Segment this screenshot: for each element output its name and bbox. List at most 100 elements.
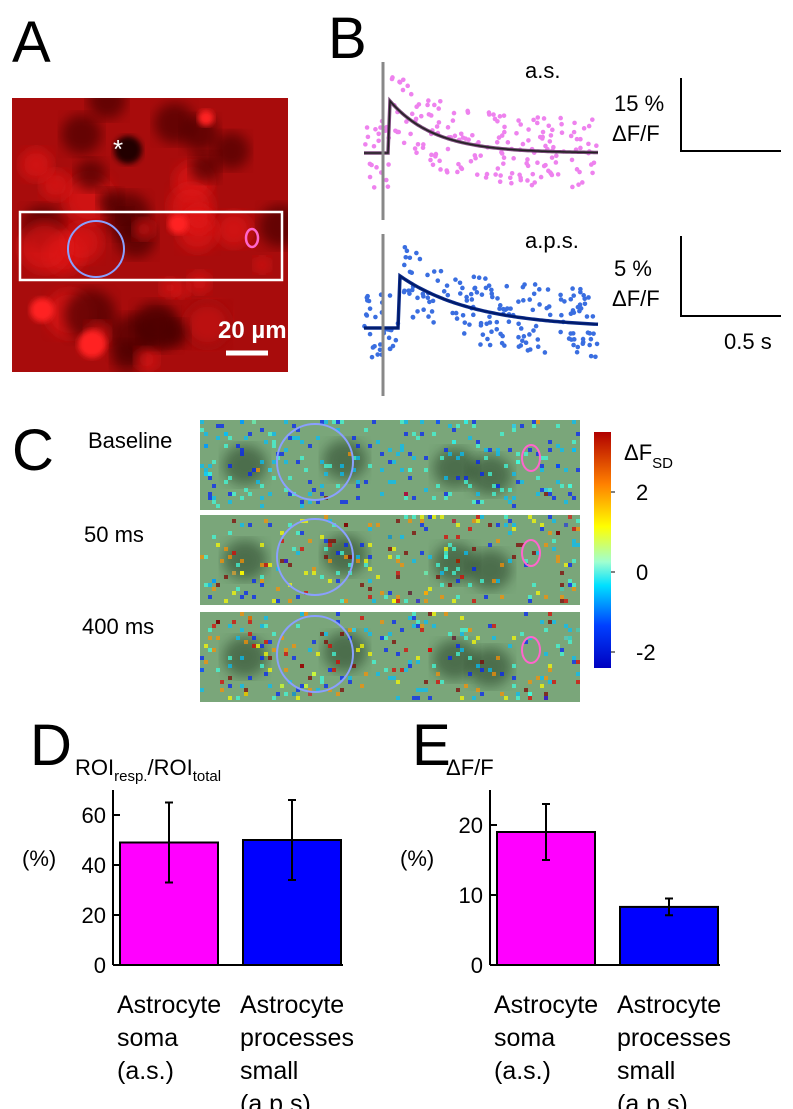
pixel [260,460,264,464]
pixel [368,555,372,559]
pixel [524,640,528,644]
sample [543,143,548,149]
sample [501,155,507,160]
sample [431,320,436,325]
pixel [336,620,340,624]
pixel [228,492,232,496]
pixel [352,468,356,472]
pixel [292,692,296,696]
fluorescence-image [12,98,288,372]
pixel [560,571,564,575]
pixel [496,523,500,527]
sample [460,285,465,291]
sample [478,342,483,347]
pixel [300,500,304,504]
sample [554,153,559,159]
pixel [352,436,356,440]
pixel [540,527,544,531]
sample [495,296,500,301]
pixel [456,535,460,539]
x-tick-label: Astrocyte [117,991,221,1019]
pixel [392,640,396,644]
pixel [572,660,576,664]
sample [468,158,474,164]
pixel [472,519,476,523]
pixel [508,519,512,523]
sample [435,278,441,283]
sample [497,179,503,184]
roi-process [521,636,541,664]
pixel [416,436,420,440]
pixel [560,587,564,591]
sample [489,329,494,334]
pixel [284,420,288,424]
pixel [404,492,408,496]
pixel [556,531,560,535]
sample [499,151,505,156]
pixel [416,656,420,660]
colorbar-ticks: 2 0 -2 [611,480,656,665]
pixel [340,632,344,636]
pixel [288,599,292,603]
panel-label: E [412,713,451,778]
sample [390,343,396,349]
colorbar [594,432,611,668]
pixel [232,620,236,624]
pixel [372,420,376,424]
pixel [308,688,312,692]
sample [516,118,521,123]
sample [534,120,540,126]
pixel [428,612,432,616]
pixel [420,551,424,555]
sample [549,155,555,160]
pixel [412,515,416,519]
y-tick-label: 0 [471,953,483,978]
pixel [268,684,272,688]
pixel [448,632,452,636]
pixel [380,492,384,496]
pixel [576,468,580,472]
sample [490,294,495,300]
pixel [500,692,504,696]
pixel [556,559,560,563]
pixel [436,575,440,579]
pixel [540,523,544,527]
bar-charts: D ROIresp./ROItotal (%) 0 20 40 60 Astrocyte som… [22,713,731,1109]
sample [588,353,594,359]
pixel [312,571,316,575]
pixel [416,660,420,664]
sample [511,156,516,161]
sample [428,157,433,163]
pixel [308,539,312,543]
sample [540,134,545,140]
pixel [400,420,404,424]
sample [497,114,503,119]
pixel [208,476,212,480]
pixel [576,543,580,547]
panel-label: C [12,418,54,483]
pixel [300,504,304,508]
pixel [444,476,448,480]
pixel [264,624,268,628]
pixel [560,583,564,587]
pixel [496,539,500,543]
sample [471,274,477,280]
pixel [468,656,472,660]
x-tick-label: Astrocyte [494,991,598,1019]
sample [371,185,377,190]
pixel [360,644,364,648]
pixel [320,680,324,684]
pixel [432,624,436,628]
pixel [564,500,568,504]
pixel [264,640,268,644]
pixel [268,563,272,567]
sample [444,168,450,173]
pixel [376,440,380,444]
pixel [224,599,228,603]
bar [619,905,719,967]
pixel [408,591,412,595]
pixel [216,620,220,624]
pixel [436,680,440,684]
sample [558,115,563,121]
pixel [464,476,468,480]
